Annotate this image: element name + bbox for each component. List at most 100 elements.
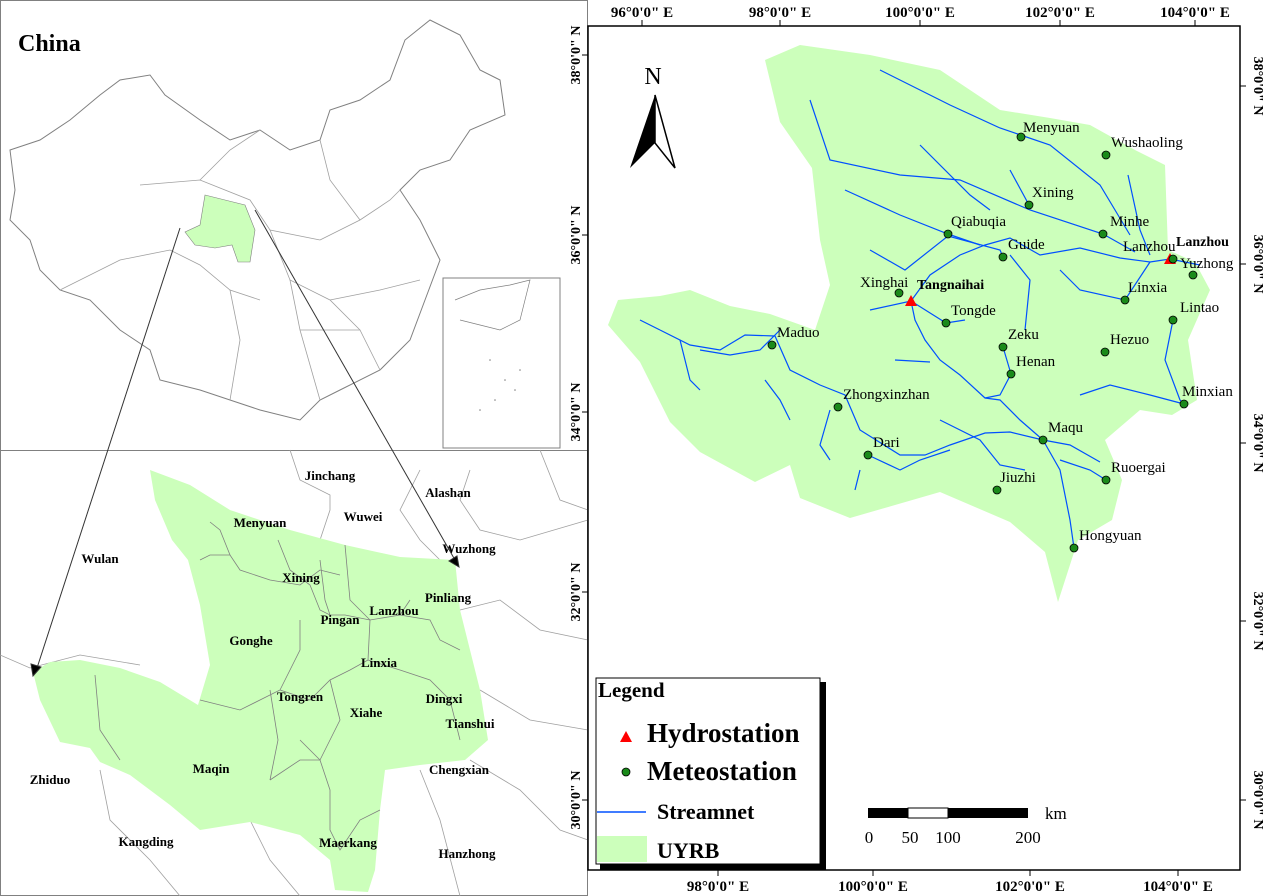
meteostation-marker (941, 318, 951, 328)
meteostation-marker (1098, 229, 1108, 239)
legend-item-hydrostation: Hydrostation (647, 718, 800, 748)
meteostation-marker (1100, 347, 1110, 357)
meteostation-label: Wushaoling (1111, 135, 1183, 151)
meteostation-label: Tongde (951, 303, 996, 319)
hydrostation-label: Tangnaihai (917, 278, 984, 293)
top-tick-label: 102°0'0" E (1025, 5, 1095, 21)
north-arrow: N (630, 64, 676, 169)
meteostation-marker (943, 229, 953, 239)
china-outline (9, 19, 506, 421)
bottom-tick-label: 98°0'0" E (687, 879, 749, 895)
hydrostation-legend-icon (620, 731, 632, 742)
bottom-tick-label: 102°0'0" E (995, 879, 1065, 895)
meteostation-label: Zhongxinzhan (843, 387, 930, 403)
stations-layer: Tangnaihai Lanzhou Menyuan Wushaoling Xining… (767, 120, 1234, 553)
meteostation-label: Minxian (1182, 384, 1233, 400)
region-label: Menyuan (234, 515, 288, 530)
china-overview-panel: China (0, 0, 588, 451)
region-label: Tongren (277, 689, 324, 704)
meteostation-label: Yuzhong (1180, 256, 1234, 272)
meteostation-label: Maduo (777, 325, 820, 341)
left-tick-label: 30°0'0" N (569, 771, 584, 830)
scale-unit: km (1045, 804, 1067, 823)
region-label: Dingxi (426, 691, 463, 706)
top-tick-label: 96°0'0" E (611, 5, 673, 21)
meteostation-marker (1179, 399, 1189, 409)
region-label: Gonghe (229, 633, 273, 648)
top-tick-label: 98°0'0" E (749, 5, 811, 21)
left-tick-label: 36°0'0" N (569, 206, 584, 265)
meteostation-label: Xinghai (860, 275, 908, 291)
zoom-arrows (30, 209, 460, 678)
meteostation-marker (992, 485, 1002, 495)
scale-tick: 200 (1015, 828, 1041, 847)
meteostation-marker (1006, 369, 1016, 379)
meteostation-marker (1168, 315, 1178, 325)
bottom-tick-label: 104°0'0" E (1143, 879, 1213, 895)
meteostation-marker (1120, 295, 1130, 305)
region-labels: Jinchang Alashan Wuwei Menyuan Wulan Wuzhong X… (30, 468, 496, 861)
south-china-sea-inset (442, 277, 561, 449)
meteostation-label: Lanzhou (1123, 239, 1176, 255)
region-detail-panel: Jinchang Alashan Wuwei Menyuan Wulan Wuzhong X… (0, 449, 589, 896)
district-boundaries (94, 521, 461, 851)
left-tick-label: 34°0'0" N (569, 383, 584, 442)
north-label: N (644, 64, 661, 90)
meteostation-label: Menyuan (1023, 120, 1080, 136)
meteostation-marker (1016, 132, 1026, 142)
region-label: Wulan (81, 551, 119, 566)
legend-item-uyrb: UYRB (657, 838, 720, 863)
china-title: China (18, 31, 81, 57)
meteostation-marker (1101, 150, 1111, 160)
right-tick-label: 38°0'0" N (1250, 57, 1265, 116)
right-tick-label: 34°0'0" N (1250, 414, 1265, 473)
meteostation-label: Zeku (1008, 327, 1039, 343)
scale-tick: 50 (902, 828, 919, 847)
right-tick-label: 36°0'0" N (1250, 235, 1265, 294)
meteostation-marker (998, 252, 1008, 262)
meteostation-legend-icon (621, 767, 631, 777)
meteostation-label: Ruoergai (1111, 460, 1166, 476)
meteostation-marker (1101, 475, 1111, 485)
meteostation-marker (1024, 200, 1034, 210)
meteostation-marker (1188, 270, 1198, 280)
meteostation-label: Henan (1016, 354, 1056, 370)
main-map-panel: Tangnaihai Lanzhou Menyuan Wushaoling Xining… (569, 5, 1265, 895)
region-label: Hanzhong (438, 846, 496, 861)
right-tick-label: 32°0'0" N (1250, 592, 1265, 651)
meteostation-label: Qiabuqia (951, 214, 1006, 230)
region-label: Linxia (361, 655, 398, 670)
meteostation-label: Dari (873, 435, 900, 451)
scale-bar: km 0 50 100 200 (865, 804, 1067, 847)
region-label: Xining (282, 570, 320, 585)
meteostation-label: Minhe (1110, 214, 1150, 230)
region-label: Alashan (425, 485, 471, 500)
meteostation-label: Hezuo (1110, 332, 1149, 348)
legend-title: Legend (598, 678, 665, 702)
meteostation-marker (998, 342, 1008, 352)
region-label: Xiahe (350, 705, 383, 720)
meteostation-marker (894, 288, 904, 298)
legend: Legend Hydrostation Meteostation Streamn… (595, 677, 826, 870)
meteostation-marker (833, 402, 843, 412)
region-label: Wuzhong (442, 541, 496, 556)
uyrb-basin (608, 45, 1210, 602)
region-label: Chengxian (429, 762, 490, 777)
uyrb-legend-icon (597, 836, 647, 862)
meteostation-label: Guide (1008, 237, 1045, 253)
scale-tick: 0 (865, 828, 874, 847)
legend-item-streamnet: Streamnet (657, 799, 755, 824)
meteostation-label: Xining (1032, 185, 1074, 201)
region-label: Maerkang (319, 835, 377, 850)
left-tick-label: 38°0'0" N (569, 26, 584, 85)
uyrb-overview-highlight (184, 194, 256, 263)
graticule-ticks: 96°0'0" E 98°0'0" E 100°0'0" E 102°0'0" E 10… (569, 5, 1265, 895)
region-label: Tianshui (446, 716, 495, 731)
province-boundaries (59, 129, 421, 401)
bottom-tick-label: 100°0'0" E (838, 879, 908, 895)
legend-item-meteostation: Meteostation (647, 756, 797, 786)
top-tick-label: 100°0'0" E (885, 5, 955, 21)
left-tick-label: 32°0'0" N (569, 563, 584, 622)
meteostation-label: Maqu (1048, 420, 1083, 436)
